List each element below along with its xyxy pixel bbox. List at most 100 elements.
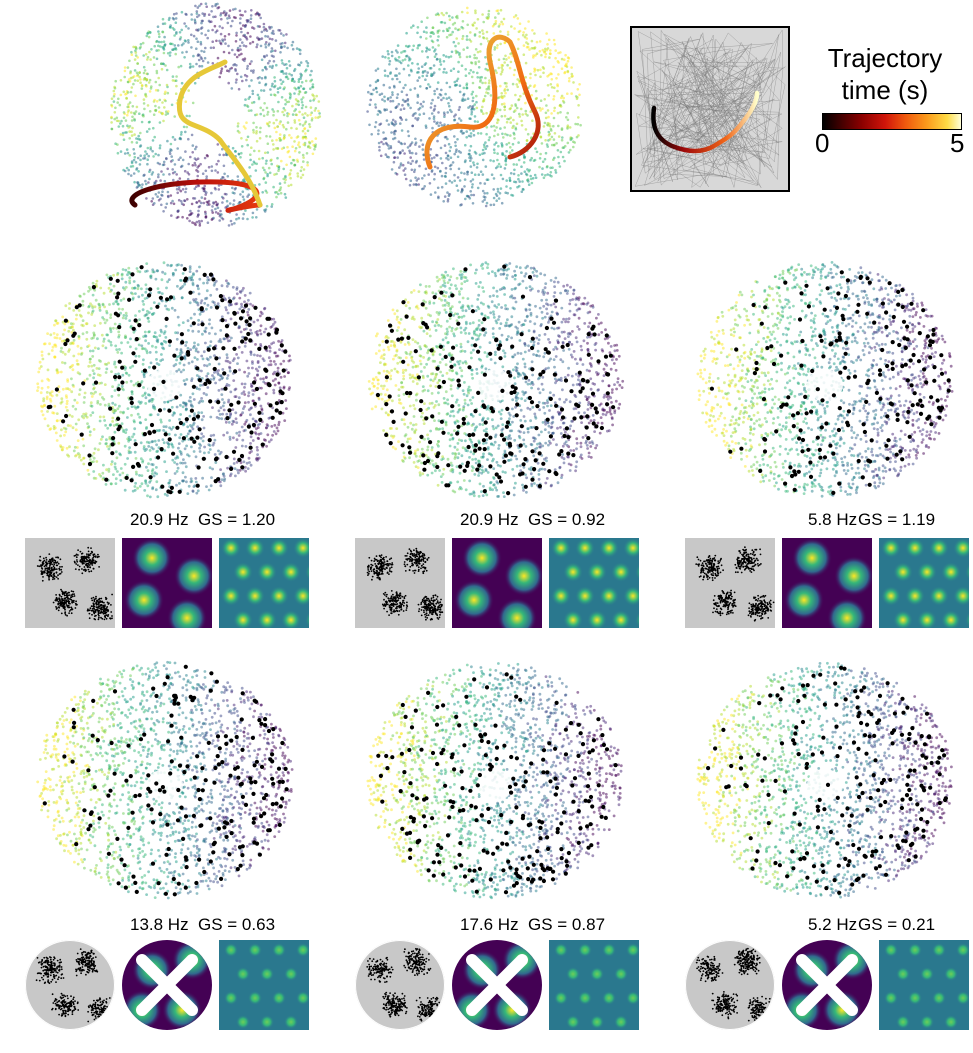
cloud-point: [256, 369, 260, 373]
cloud-point: [511, 142, 515, 146]
spike-point: [129, 400, 134, 405]
cloud-point: [418, 164, 421, 168]
cloud-point: [268, 349, 272, 353]
cloud-point: [109, 282, 112, 286]
cloud-point: [547, 115, 550, 119]
cloud-point: [442, 96, 445, 100]
cloud-point: [447, 194, 451, 197]
cloud-point: [411, 62, 414, 65]
cloud-point: [120, 422, 124, 426]
cloud-point: [483, 94, 487, 98]
cloud-point: [124, 335, 128, 339]
cloud-point: [312, 94, 315, 98]
cloud-point: [395, 105, 399, 108]
cloud-point: [453, 115, 456, 118]
cloud-point: [466, 97, 470, 100]
cloud-point: [429, 66, 433, 70]
cloud-point: [241, 335, 245, 339]
cloud-point: [301, 113, 304, 116]
cloud-point: [435, 87, 439, 91]
spike-point: [189, 436, 194, 441]
cloud-point: [166, 112, 170, 115]
spike-point: [183, 276, 189, 281]
cloud-point: [503, 81, 507, 85]
cloud-point: [218, 413, 222, 416]
cloud-point: [559, 96, 563, 100]
cloud-point: [472, 129, 475, 132]
cloud-point: [132, 280, 136, 283]
cloud-point: [126, 66, 130, 69]
cloud-point: [254, 331, 258, 334]
cloud-point: [492, 32, 496, 35]
cloud-point: [445, 35, 449, 39]
cloud-point: [82, 412, 86, 416]
cloud-point: [160, 292, 164, 295]
cloud-point: [298, 151, 301, 154]
spike-point: [201, 456, 206, 461]
cloud-point: [280, 82, 283, 86]
cloud-point: [198, 54, 201, 57]
cloud-point: [204, 326, 208, 330]
cloud-point: [565, 116, 568, 119]
cloud-point: [297, 103, 300, 107]
cloud-point: [60, 400, 64, 404]
cloud-point: [187, 137, 190, 141]
cloud-point: [268, 59, 271, 63]
cloud-point: [178, 436, 182, 440]
cloud-point: [167, 308, 171, 312]
cloud-point: [184, 12, 187, 16]
cloud-point: [148, 399, 152, 402]
cloud-point: [508, 66, 512, 70]
cloud-point: [476, 76, 479, 79]
spike-point: [116, 291, 121, 296]
cloud-point: [199, 56, 203, 59]
cloud-point: [446, 198, 450, 201]
cloud-point: [105, 363, 108, 366]
cloud-point: [268, 135, 272, 138]
cloud-point: [155, 480, 159, 484]
cloud-point: [138, 474, 141, 477]
spike-point: [212, 366, 217, 372]
cloud-point: [134, 110, 138, 113]
cloud-point: [179, 156, 182, 159]
cloud-point: [113, 389, 117, 392]
cloud-point: [510, 25, 513, 28]
spike-point: [83, 562, 85, 565]
cloud-point: [164, 425, 168, 429]
cloud-point: [514, 14, 518, 17]
spike-point: [86, 566, 89, 569]
spike-point: [168, 490, 173, 495]
cloud-point: [439, 169, 442, 173]
cloud-point: [394, 120, 397, 123]
cloud-point: [548, 122, 551, 126]
cloud-point: [169, 201, 173, 205]
spike-point: [197, 427, 202, 432]
cloud-point: [272, 430, 276, 433]
cloud-point: [135, 167, 139, 170]
cloud-point: [265, 159, 268, 163]
cloud-point: [400, 129, 404, 132]
cloud-point: [421, 177, 424, 180]
cloud-point: [197, 287, 200, 291]
cloud-point: [539, 68, 542, 72]
cloud-point: [209, 293, 213, 297]
cloud-point: [476, 162, 479, 166]
cloud-point: [273, 370, 277, 374]
cloud-point: [177, 355, 181, 358]
spike-point: [195, 366, 200, 371]
cloud-point: [158, 98, 162, 102]
cloud-point: [187, 484, 191, 488]
cloud-point: [258, 157, 261, 161]
cloud-point: [499, 30, 502, 33]
cloud-point: [227, 81, 230, 85]
cloud-point: [377, 129, 380, 132]
cloud-point: [264, 27, 267, 31]
cloud-point: [218, 153, 221, 157]
cloud-point: [276, 156, 279, 160]
cloud-point: [473, 103, 476, 106]
cloud-point: [302, 168, 306, 171]
cloud-point: [244, 127, 247, 130]
cloud-point: [91, 355, 95, 358]
cloud-point: [254, 367, 258, 371]
cloud-point: [131, 435, 134, 439]
